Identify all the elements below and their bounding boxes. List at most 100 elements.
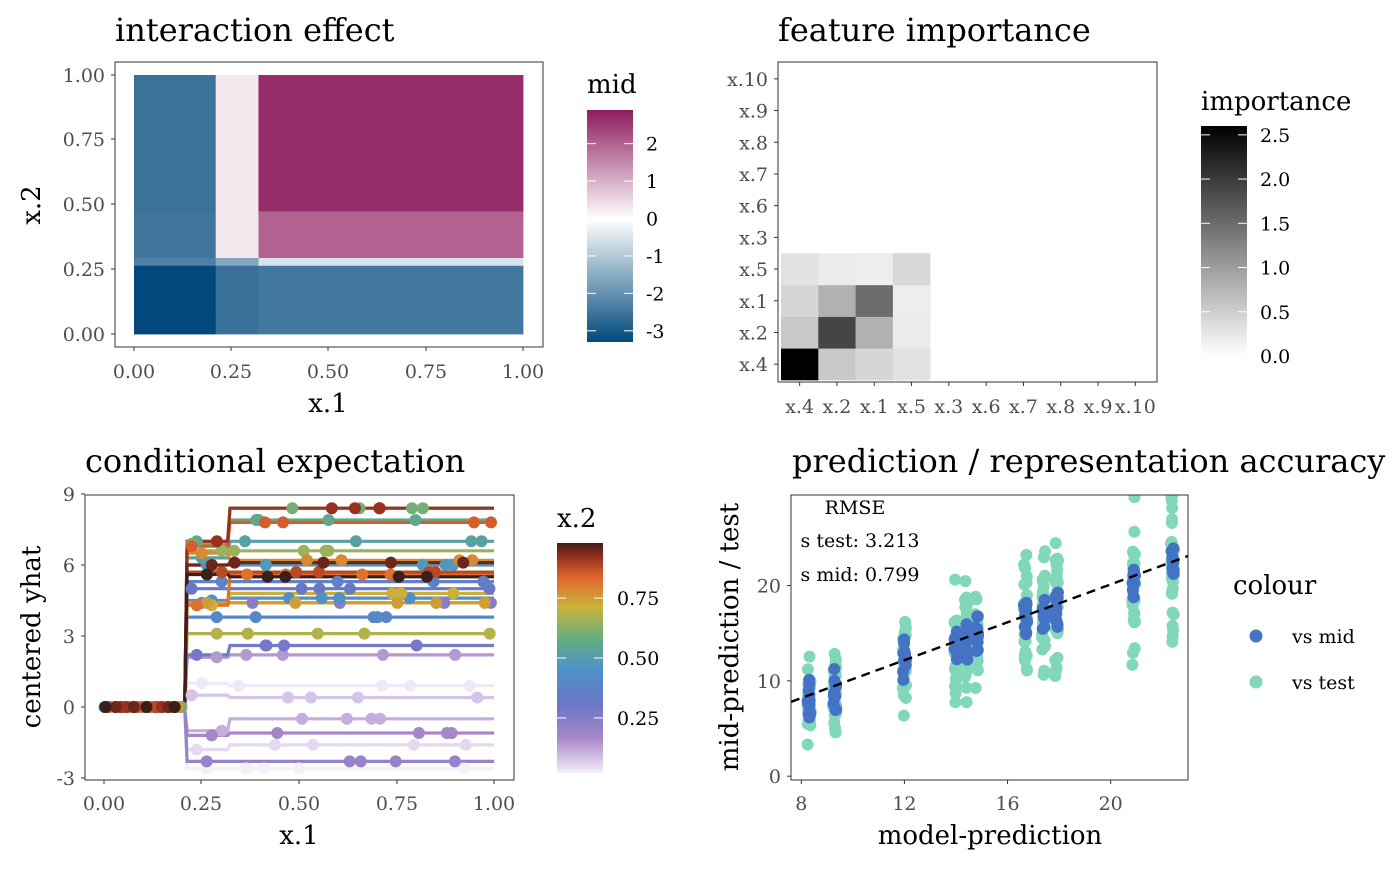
point-vs-test — [1049, 537, 1062, 550]
point-vs-mid — [1167, 567, 1180, 580]
importance-x-tick-label: x.4 — [785, 396, 814, 418]
ice-point — [358, 627, 371, 640]
point-vs-mid — [948, 642, 961, 655]
heatmap-cell — [258, 257, 524, 266]
point-vs-test — [949, 573, 962, 586]
ice-point — [319, 544, 332, 557]
conditional-y-tick-label: 3 — [63, 626, 75, 648]
point-vs-test — [969, 682, 982, 694]
point-vs-mid — [897, 673, 910, 686]
legend-label-vs-mid: vs mid — [1291, 626, 1355, 648]
heatmap-cell — [258, 265, 524, 335]
importance-x-tick-label: x.2 — [823, 396, 852, 418]
ice-point — [289, 596, 302, 609]
ice-point — [483, 627, 496, 640]
ice-point — [297, 544, 310, 557]
importance-cell — [818, 253, 856, 286]
point-vs-test — [1038, 571, 1051, 584]
conditional-x-tick-label: 0.25 — [180, 793, 222, 815]
ice-point — [296, 712, 308, 725]
accuracy-plot-frame — [790, 494, 1189, 781]
importance-cell — [781, 316, 819, 349]
mid-legend: mid 2 1 0 -1 -2 -3 — [587, 70, 665, 343]
ice-point — [477, 575, 490, 588]
importance-y-tick-label: x.7 — [739, 164, 768, 186]
ice-point — [351, 691, 364, 704]
importance-colorbar — [1201, 126, 1247, 356]
point-vs-test — [960, 681, 973, 694]
ice-point — [331, 575, 344, 588]
heatmap-cell — [258, 75, 524, 212]
point-vs-test — [960, 696, 973, 709]
ice-point — [301, 554, 313, 567]
importance-x-tick-label: x.9 — [1084, 396, 1113, 418]
ice-point — [215, 575, 228, 588]
ice-point — [457, 556, 470, 569]
importance-y-tick-label: x.8 — [739, 132, 768, 154]
importance-legend: importance 2.5 2.0 1.5 1.0 0.5 0.0 — [1201, 87, 1351, 368]
ice-point — [322, 514, 335, 526]
ice-point — [376, 648, 389, 661]
accuracy-x-tick-label: 20 — [1099, 793, 1123, 815]
ice-curve — [104, 596, 494, 709]
heatmap-cell — [215, 210, 259, 258]
point-vs-test — [1018, 558, 1031, 571]
importance-y-tick-label: x.6 — [739, 196, 768, 218]
ice-point — [215, 544, 228, 557]
importance-cell — [818, 284, 856, 317]
conditional-x-axis-title: x.1 — [279, 821, 318, 851]
point-vs-test — [1166, 513, 1179, 526]
identity-reference-line — [791, 554, 1188, 703]
ice-point — [365, 712, 378, 725]
interaction-y-tick-label: 0.75 — [63, 129, 105, 151]
colour-legend-title: colour — [1233, 571, 1317, 601]
colorbar-tick-label: 1 — [646, 171, 658, 193]
point-vs-test — [1126, 658, 1139, 671]
prediction-accuracy-panel: prediction / representation accuracy RMS… — [715, 442, 1385, 851]
importance-y-tick-label: x.4 — [739, 354, 768, 376]
importance-x-tick-label: x.6 — [972, 396, 1001, 418]
point-vs-test — [1020, 662, 1033, 675]
ice-point — [333, 592, 346, 605]
point-vs-test — [803, 650, 816, 663]
importance-cell — [892, 348, 931, 381]
point-vs-test — [1166, 635, 1179, 648]
importance-y-ticks: x.4 x.2 x.1 x.5 x.3 x.6 x.7 x.8 x.9 x.10 — [727, 69, 778, 376]
importance-y-tick-label: x.3 — [739, 227, 768, 249]
point-vs-mid — [1018, 599, 1031, 612]
ice-point — [240, 762, 253, 775]
ice-point — [475, 535, 488, 548]
ice-point — [200, 568, 213, 581]
point-vs-mid — [830, 703, 843, 716]
ice-point — [471, 691, 484, 704]
point-vs-test — [829, 726, 842, 739]
ice-point — [348, 502, 361, 515]
ice-point — [210, 627, 223, 640]
point-vs-test — [1166, 606, 1179, 619]
ice-point — [210, 535, 223, 548]
point-vs-mid — [1051, 620, 1064, 633]
heatmap-cell — [134, 257, 217, 266]
point-vs-test — [958, 593, 971, 606]
ice-point — [246, 596, 259, 609]
colorbar-tick-label: 0.75 — [617, 588, 659, 610]
ice-point — [420, 570, 433, 583]
point-vs-test — [801, 663, 814, 676]
ice-point — [440, 727, 453, 739]
importance-cell — [855, 284, 894, 317]
ice-point — [391, 596, 404, 609]
colorbar-tick-label: 0.5 — [1260, 302, 1290, 324]
colorbar-tick-label: 0 — [646, 209, 658, 231]
point-vs-test — [1128, 642, 1141, 655]
ice-point — [210, 611, 223, 624]
point-vs-test — [897, 709, 910, 722]
ice-point — [185, 689, 198, 702]
ice-point — [465, 535, 478, 548]
importance-cell — [781, 284, 819, 317]
ice-point — [311, 627, 324, 640]
point-vs-test — [1051, 576, 1064, 589]
ice-point — [205, 559, 218, 571]
conditional-y-tick-label: 0 — [63, 697, 75, 719]
ice-point — [286, 502, 299, 515]
heatmap-cell — [215, 257, 259, 266]
